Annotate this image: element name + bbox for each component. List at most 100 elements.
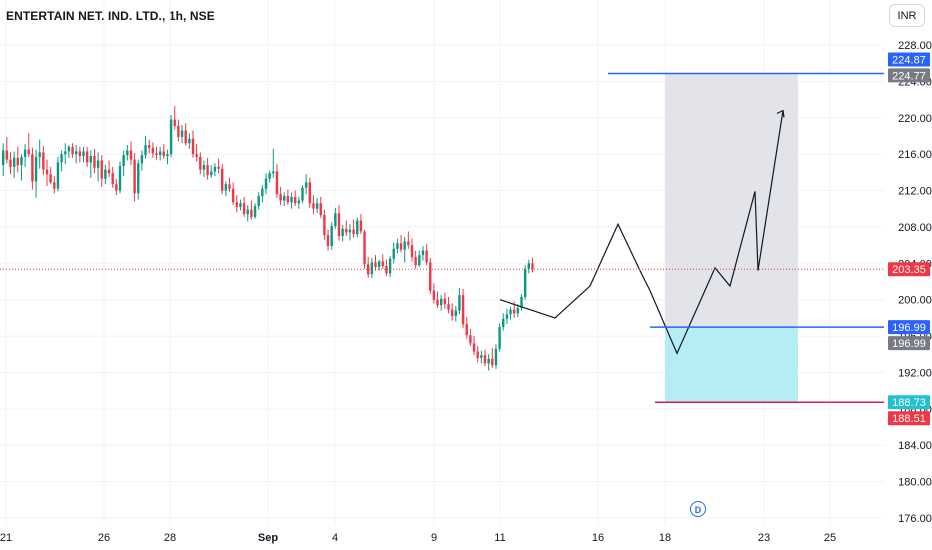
candle-body [410,245,414,257]
candle-body [5,150,9,160]
candle-body [396,243,399,249]
horizontal-lines [0,72,884,403]
candle-body [118,165,122,191]
candle-body [56,162,60,189]
candle-body [381,261,384,267]
candle-body [250,209,253,217]
entry-box-label-bg [888,336,930,351]
y-tick-label: 180.00 [898,477,932,489]
events-marker-icon[interactable]: D [690,501,706,517]
candle-body [520,296,523,308]
candle-body [2,150,5,166]
candle-body [49,174,52,183]
y-tick-label: 228.00 [898,40,932,52]
candle-body [27,149,30,155]
x-tick-label: 9 [431,532,437,544]
candle-body [224,184,228,191]
candle-body [345,228,348,233]
entry-price-label: 196.99 [892,322,926,334]
candle-body [257,195,260,207]
candle-body [268,173,271,179]
candle-body [206,165,209,176]
projection-path [499,109,785,355]
y-tick-label: 192.00 [898,367,932,379]
chart-title: ENTERTAIN NET. IND. LTD., 1h, NSE [6,9,215,23]
candle-body [498,326,501,349]
candle-body [388,258,392,274]
candle-body [454,310,457,317]
candle-body [158,151,162,156]
x-tick-label: 26 [98,532,110,544]
candle-body [89,155,92,163]
candle-body [304,182,308,188]
candle-body [246,209,249,215]
candle-body [297,200,301,204]
candle-body [34,156,38,182]
candle-body [144,145,147,156]
current-price-label: 203.35 [892,264,926,276]
current-price-label-bg [888,262,930,277]
candle-body [407,241,410,246]
candle-body [100,160,103,179]
candle-body [78,151,82,156]
candle-body [447,304,450,310]
x-tick-label: 28 [164,532,176,544]
candle-body [166,154,169,156]
candle-body [151,147,155,154]
stop-price-label: 188.73 [892,397,926,409]
candle-body [202,165,206,170]
candle-body [129,150,133,160]
arrow-head-icon [776,109,785,118]
candle-body [213,166,217,172]
candle-body [122,155,125,166]
candle-body [199,156,202,170]
candle-body [359,220,363,232]
candle-body [53,182,56,189]
candle-body [12,157,16,167]
candle-body [472,343,476,352]
candle-body [414,256,417,266]
candle-body [491,358,494,366]
candle-body [169,119,173,155]
candle-body [465,324,468,336]
x-tick-label: 23 [758,532,770,544]
y-tick-label: 208.00 [898,222,932,234]
candle-body [261,188,264,196]
entry-price-label-bg [888,320,930,335]
candle-body [42,152,45,170]
currency-button[interactable]: INR [889,4,925,27]
candle-body [60,154,63,163]
candle-body [494,348,498,366]
candles [2,105,534,371]
candle-body [312,203,315,209]
candle-body [377,261,381,267]
candle-body [509,309,512,315]
candle-body [367,264,370,275]
candle-body [148,145,151,148]
candle-body [476,351,479,358]
stop-price-label-bg [888,395,930,410]
candle-body [290,196,293,203]
stop-line-label: 188.51 [892,413,926,425]
candle-body [111,173,114,185]
candle-body [82,151,85,156]
candle-body [319,203,322,216]
candle-body [272,171,275,174]
candle-body [275,171,279,195]
candle-body [450,309,454,317]
candle-body [461,295,465,325]
candle-body [20,156,23,166]
candle-body [487,358,490,364]
candle-body [399,243,403,250]
loss-zone [665,327,798,403]
candle-body [348,229,352,233]
candle-body [286,195,290,203]
x-tick-label: 18 [659,532,671,544]
candle-body [531,263,534,270]
candle-body [96,160,100,168]
entry-box-label: 196.99 [892,338,926,350]
stop-line-label-bg [888,411,930,426]
candle-body [527,263,530,269]
